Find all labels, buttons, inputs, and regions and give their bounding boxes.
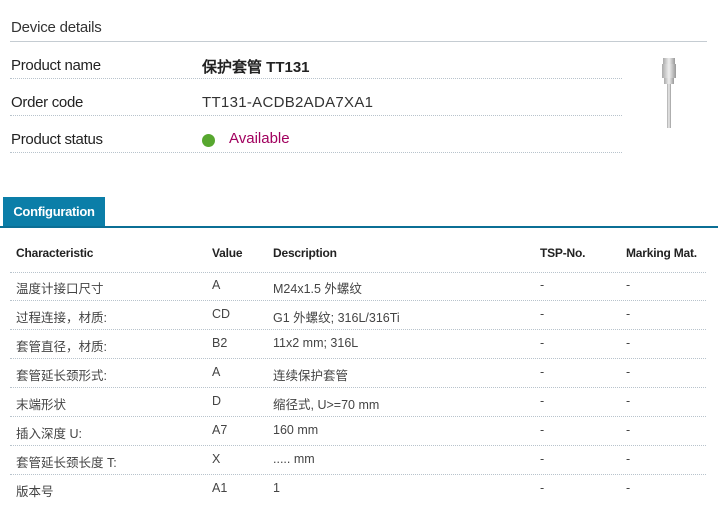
- cell-tsp-no: -: [540, 394, 545, 408]
- cell-marking-mat: -: [626, 481, 631, 495]
- cell-characteristic: 套管延长颈形式:: [16, 369, 107, 383]
- cell-value: CD: [212, 307, 231, 321]
- divider: [10, 115, 622, 116]
- divider: [10, 358, 706, 359]
- cell-tsp-no: -: [540, 336, 545, 350]
- cell-value: A7: [212, 423, 228, 437]
- cell-description: G1 外螺纹; 316L/316Ti: [273, 311, 400, 325]
- cell-characteristic: 过程连接，材质:: [16, 311, 107, 325]
- cell-description: 缩径式, U>=70 mm: [273, 398, 380, 412]
- divider: [10, 474, 706, 475]
- cell-description: 11x2 mm; 316L: [273, 336, 359, 350]
- cell-tsp-no: -: [540, 307, 545, 321]
- cell-characteristic: 末端形状: [16, 398, 67, 412]
- product-name-label: Product name: [11, 57, 101, 74]
- cell-value: D: [212, 394, 222, 408]
- divider: [10, 78, 622, 79]
- cell-marking-mat: -: [626, 336, 631, 350]
- cell-characteristic: 版本号: [16, 485, 54, 499]
- column-header-tsp-no: TSP-No.: [540, 246, 586, 260]
- order-code-value: TT131-ACDB2ADA7XA1: [202, 94, 374, 111]
- divider: [10, 152, 622, 153]
- cell-tsp-no: -: [540, 423, 545, 437]
- divider: [10, 445, 706, 446]
- divider: [10, 300, 706, 301]
- cell-marking-mat: -: [626, 452, 631, 466]
- cell-characteristic: 套管延长颈长度 T:: [16, 456, 117, 470]
- divider: [10, 416, 706, 417]
- cell-marking-mat: -: [626, 278, 631, 292]
- cell-tsp-no: -: [540, 365, 545, 379]
- column-header-characteristic: Characteristic: [16, 246, 94, 260]
- product-status-value: Available: [229, 130, 290, 147]
- divider: [10, 272, 706, 273]
- cell-marking-mat: -: [626, 365, 631, 379]
- cell-description: 160 mm: [273, 423, 319, 437]
- tab-underline: [0, 226, 718, 228]
- cell-value: A: [212, 365, 221, 379]
- cell-tsp-no: -: [540, 278, 545, 292]
- status-indicator-icon: [202, 134, 215, 147]
- cell-characteristic: 温度计接口尺寸: [16, 282, 104, 296]
- cell-description: ..... mm: [273, 452, 315, 466]
- column-header-value: Value: [212, 246, 243, 260]
- cell-value: X: [212, 452, 221, 466]
- cell-description: 连续保护套管: [273, 369, 349, 383]
- product-image: [662, 58, 676, 128]
- cell-marking-mat: -: [626, 394, 631, 408]
- column-header-marking-mat: Marking Mat.: [626, 246, 697, 260]
- cell-characteristic: 插入深度 U:: [16, 427, 82, 441]
- cell-description: 1: [273, 481, 280, 495]
- order-code-label: Order code: [11, 94, 84, 111]
- divider: [10, 329, 706, 330]
- cell-tsp-no: -: [540, 481, 545, 495]
- cell-description: M24x1.5 外螺纹: [273, 282, 362, 296]
- cell-characteristic: 套管直径，材质:: [16, 340, 107, 354]
- product-status-label: Product status: [11, 131, 103, 148]
- tab-configuration[interactable]: Configuration: [3, 197, 105, 227]
- cell-value: A: [212, 278, 221, 292]
- cell-value: A1: [212, 481, 228, 495]
- cell-tsp-no: -: [540, 452, 545, 466]
- product-name-value: 保护套管 TT131: [202, 59, 310, 76]
- cell-value: B2: [212, 336, 228, 350]
- divider: [10, 387, 706, 388]
- divider: [10, 41, 707, 42]
- cell-marking-mat: -: [626, 307, 631, 321]
- section-title: Device details: [11, 19, 102, 36]
- column-header-description: Description: [273, 246, 337, 260]
- cell-marking-mat: -: [626, 423, 631, 437]
